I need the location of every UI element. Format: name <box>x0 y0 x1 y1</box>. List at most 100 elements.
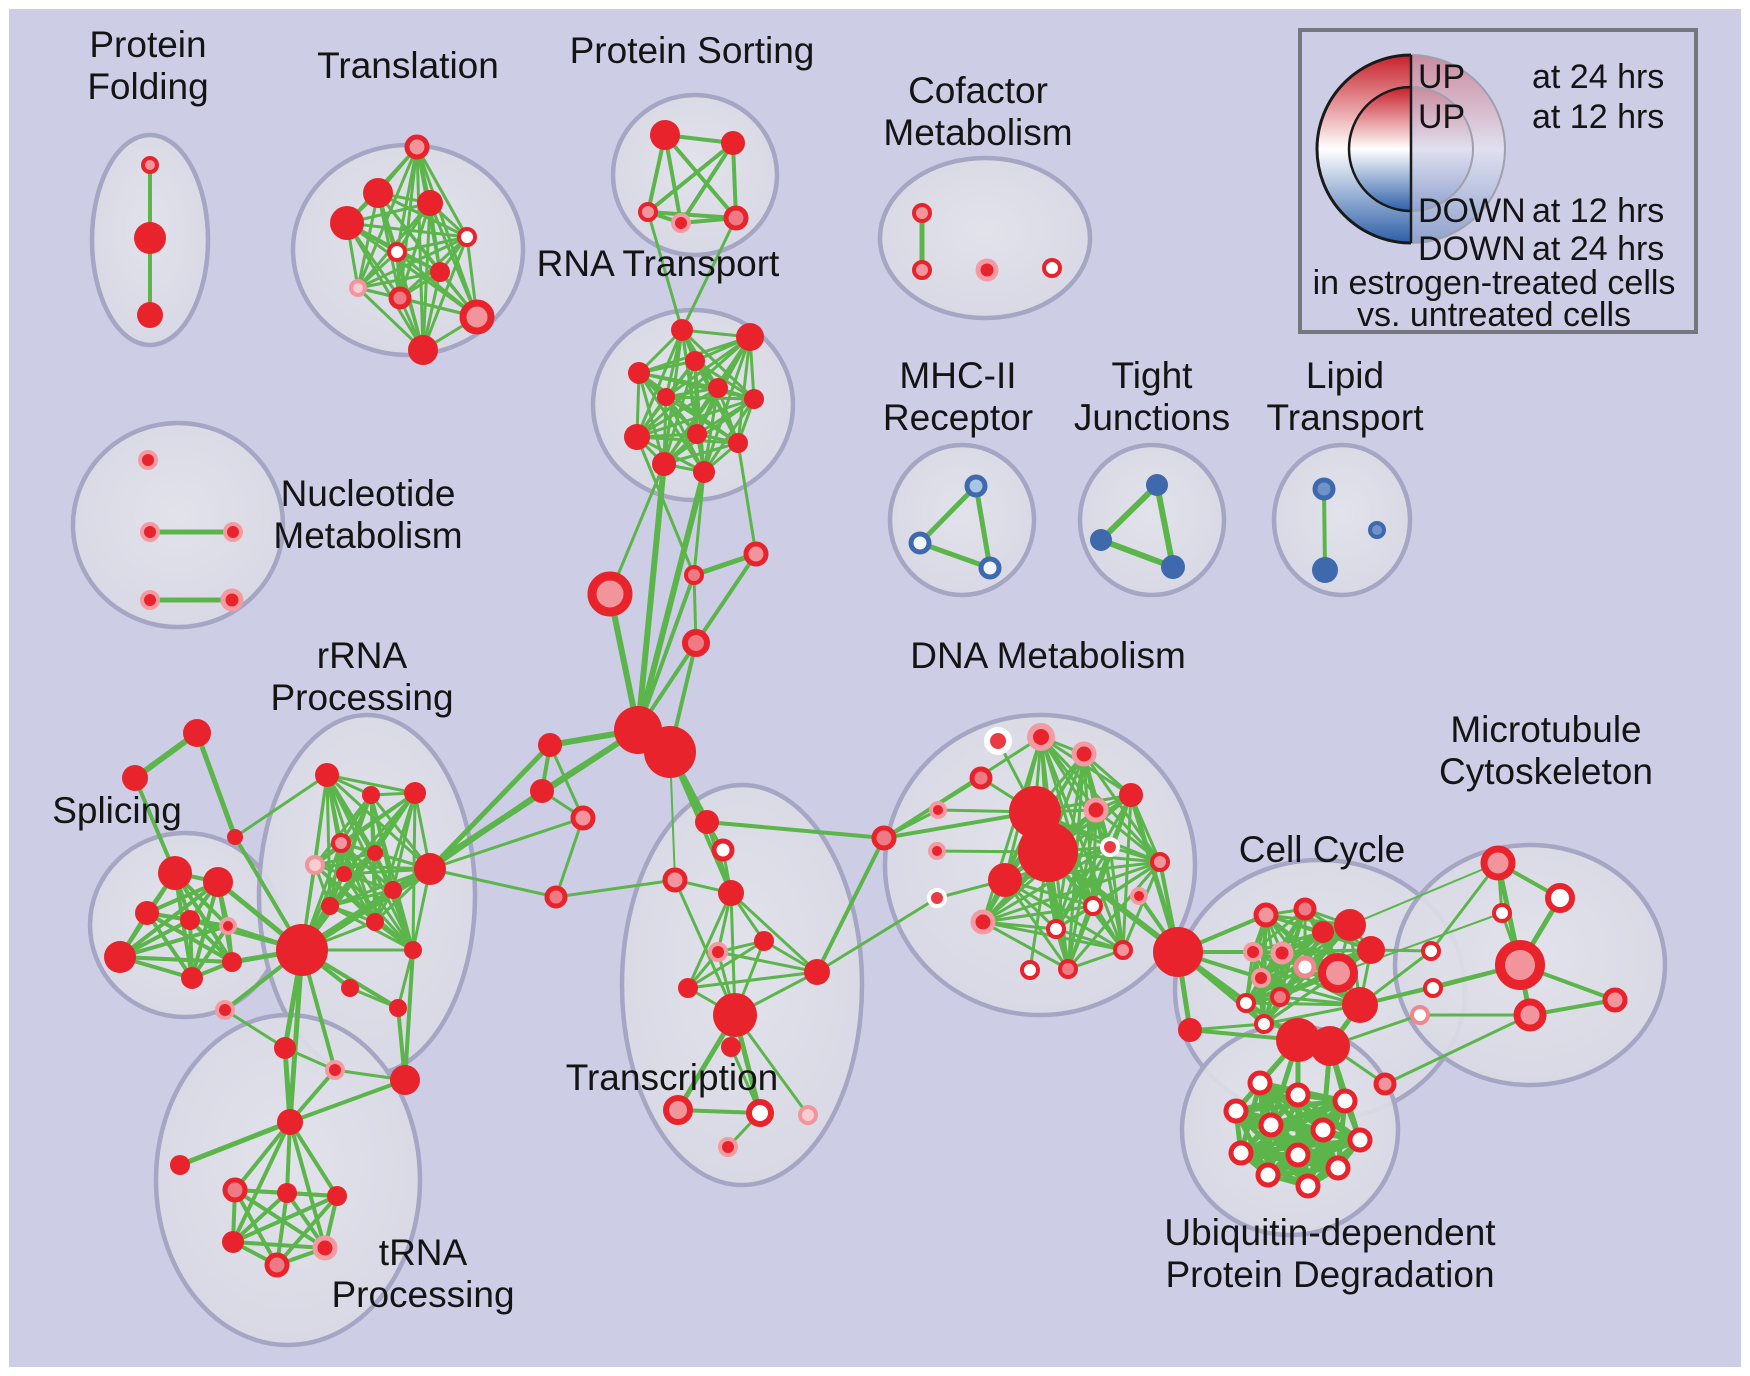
gene-node-c7-red[interactable] <box>530 779 554 803</box>
gene-node-lp0-blueMidCenterRing[interactable] <box>1312 477 1336 501</box>
gene-node-tr0-pinkCenterRedRing[interactable] <box>404 134 430 160</box>
gene-node-t5-red[interactable] <box>754 931 774 951</box>
gene-node-c5-red[interactable] <box>644 726 696 778</box>
gene-node-sp7-red[interactable] <box>222 952 242 972</box>
gene-node-t0-red[interactable] <box>695 810 719 834</box>
gene-node-d2-redCenterPinkRing[interactable] <box>1027 723 1055 751</box>
gene-node-u8-whiteCenterRedRing[interactable] <box>1285 1142 1311 1168</box>
gene-node-t13-lightPink[interactable] <box>798 1105 818 1125</box>
gene-node-cc16-whiteCenterRedRing[interactable] <box>1421 941 1441 961</box>
gene-node-t1-whiteCenterRedRing[interactable] <box>711 838 735 862</box>
gene-node-lp2-blueMidCenterRing[interactable] <box>1368 521 1386 539</box>
gene-node-tn2-redCenterPinkRing[interactable] <box>325 1060 345 1080</box>
gene-node-rr1-red[interactable] <box>362 786 380 804</box>
gene-node-rr5-red[interactable] <box>367 845 383 861</box>
gene-node-tn10-redCenterPinkRing[interactable] <box>312 1235 338 1261</box>
gene-node-c6-red[interactable] <box>538 733 562 757</box>
gene-node-ps1-red[interactable] <box>721 131 745 155</box>
gene-node-tj2-blue[interactable] <box>1161 555 1185 579</box>
gene-node-n4-redCenterPinkRing[interactable] <box>220 588 244 612</box>
gene-node-tn5-red[interactable] <box>170 1155 190 1175</box>
gene-node-d9-red[interactable] <box>1018 822 1078 882</box>
gene-node-u1-whiteCenterRedRing[interactable] <box>1285 1082 1311 1108</box>
gene-node-tn11-pinkSolid[interactable] <box>264 1252 290 1278</box>
gene-node-c2-pinkCenterRedRing[interactable] <box>587 571 633 617</box>
gene-node-cf3-whiteCenterRedRing[interactable] <box>1042 258 1062 278</box>
gene-node-t7-red[interactable] <box>678 978 698 998</box>
gene-node-tr6-red[interactable] <box>430 262 450 282</box>
gene-node-tr9-pinkCenterRedRing[interactable] <box>459 299 495 335</box>
gene-node-u3-whiteCenterRedRing[interactable] <box>1223 1098 1249 1124</box>
gene-node-rr11-red[interactable] <box>366 913 384 931</box>
gene-node-mt3-pinkCenterRedRing[interactable] <box>1495 940 1545 990</box>
gene-node-d16-redCenterPinkRing[interactable] <box>970 909 996 935</box>
gene-node-pf0-pinkCenterRedRing[interactable] <box>141 156 159 174</box>
gene-node-n2-redCenterPinkRing[interactable] <box>223 522 243 542</box>
gene-node-cc18-whiteCenterPinkRing[interactable] <box>1410 1005 1430 1025</box>
gene-node-rr4-lightPink[interactable] <box>305 855 325 875</box>
gene-node-c1-pinkCenterRedRing[interactable] <box>743 541 769 567</box>
gene-node-lp1-blue[interactable] <box>1312 557 1338 583</box>
gene-node-rr10-red[interactable] <box>276 924 328 976</box>
gene-node-d12-pinkCenterRedRing[interactable] <box>1150 852 1170 872</box>
gene-node-rt9-red[interactable] <box>728 433 748 453</box>
gene-node-ps0-red[interactable] <box>650 120 680 150</box>
gene-node-sp6-red[interactable] <box>181 967 203 989</box>
gene-node-rr9-red[interactable] <box>321 897 339 915</box>
gene-node-d0-pinkSolid[interactable] <box>871 825 897 851</box>
gene-node-tr4-whiteCenterRedRing[interactable] <box>457 227 477 247</box>
gene-node-sp3-red[interactable] <box>180 910 200 930</box>
gene-node-cf2-redCenterPinkRing[interactable] <box>975 258 999 282</box>
gene-node-d21-pinkSolid[interactable] <box>1058 959 1078 979</box>
gene-node-d11-redCenterWhiteRing[interactable] <box>1100 837 1120 857</box>
gene-node-mt0-pinkCenterRedRing[interactable] <box>1480 845 1516 881</box>
gene-node-rr14-red[interactable] <box>389 999 407 1017</box>
gene-node-st1-red[interactable] <box>122 765 148 791</box>
gene-node-c8-pinkCenterRedRing[interactable] <box>570 805 596 831</box>
gene-node-cf1-pinkCenterRedRing[interactable] <box>912 260 932 280</box>
gene-node-rr6-red[interactable] <box>336 866 352 882</box>
gene-node-n3-redCenterPinkRing[interactable] <box>140 590 160 610</box>
gene-node-c3-pinkSolid[interactable] <box>682 629 710 657</box>
gene-node-tj1-blue[interactable] <box>1090 529 1112 551</box>
gene-node-t3-red[interactable] <box>718 880 744 906</box>
gene-node-cc10-pinkSolid[interactable] <box>1270 987 1290 1007</box>
gene-node-t10-red[interactable] <box>721 1037 741 1057</box>
gene-node-mt4-pinkCenterRedRing[interactable] <box>1513 998 1547 1032</box>
gene-node-cc20-pinkCenterRedRing[interactable] <box>1373 1072 1397 1096</box>
gene-node-cc9-redCenterPinkRing[interactable] <box>1251 968 1271 988</box>
gene-node-mt2-whiteCenterRedRing[interactable] <box>1492 903 1512 923</box>
gene-node-d6-red[interactable] <box>1119 783 1143 807</box>
gene-node-tr8-pinkSolid[interactable] <box>388 286 412 310</box>
gene-node-rr0-red[interactable] <box>315 763 339 787</box>
gene-node-u5-whiteCenterRedRing[interactable] <box>1310 1117 1336 1143</box>
gene-node-tn1-red[interactable] <box>274 1037 296 1059</box>
gene-node-cc2-redCenterPinkRing[interactable] <box>1243 942 1263 962</box>
gene-node-tn8-red[interactable] <box>327 1186 347 1206</box>
gene-node-u10-whiteCenterRedRing[interactable] <box>1325 1155 1351 1181</box>
gene-node-tr5-whiteCenterRedRing[interactable] <box>387 242 407 262</box>
gene-node-n1-redCenterPinkRing[interactable] <box>140 522 160 542</box>
gene-node-rr12-red[interactable] <box>404 941 422 959</box>
gene-node-st0-red[interactable] <box>183 719 211 747</box>
gene-node-mt5-pinkCenterRedRing[interactable] <box>1602 987 1628 1013</box>
gene-node-m1-whiteCenterBlueRing[interactable] <box>908 531 932 555</box>
gene-node-d15-redCenterWhiteRing[interactable] <box>927 888 947 908</box>
gene-node-cc4-red[interactable] <box>1312 921 1334 943</box>
gene-node-n0-redCenterPinkRing[interactable] <box>138 450 158 470</box>
gene-node-tn3-red[interactable] <box>390 1065 420 1095</box>
gene-node-cc12-red[interactable] <box>1342 987 1378 1023</box>
gene-node-tn4-red[interactable] <box>277 1109 303 1135</box>
gene-node-rt8-red[interactable] <box>687 424 707 444</box>
gene-node-cc17-whiteCenterRedRing[interactable] <box>1423 978 1443 998</box>
gene-node-u4-whiteCenterRedRing[interactable] <box>1258 1112 1284 1138</box>
gene-node-t8-red[interactable] <box>804 959 830 985</box>
gene-node-cc11-whiteCenterRedRing[interactable] <box>1236 993 1256 1013</box>
gene-node-rt7-red[interactable] <box>624 424 650 450</box>
gene-node-cc8-pinkCenterRedRing[interactable] <box>1318 953 1358 993</box>
gene-node-t2-pinkCenterRedRing[interactable] <box>662 867 688 893</box>
gene-node-ps2-pinkCenterRedRing[interactable] <box>638 202 658 222</box>
gene-node-t9-red[interactable] <box>713 993 757 1037</box>
gene-node-cc7-whiteCenterPinkRing[interactable] <box>1293 955 1317 979</box>
gene-node-st2-red[interactable] <box>227 829 243 845</box>
